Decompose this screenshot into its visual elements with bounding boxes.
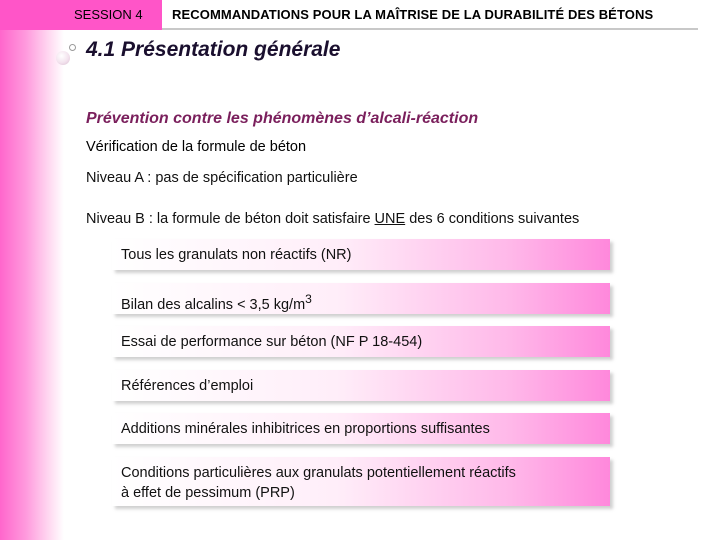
condition-text: Essai de performance sur béton (NF P 18-… [121,334,423,350]
small-ring-icon [69,44,76,51]
condition-box-3: Essai de performance sur béton (NF P 18-… [112,326,610,357]
condition-text: Bilan des alcalins < 3,5 kg/m [121,296,306,313]
condition-text-line-2: à effet de pessimum (PRP) [121,485,295,501]
condition-box-2: Bilan des alcalins < 3,5 kg/m3 [112,283,610,314]
title-bullet-icon [56,51,70,65]
sub-heading: Vérification de la formule de béton [86,139,307,155]
condition-box-4: Références d’emploi [112,370,610,401]
header-divider [162,28,698,30]
level-b-emphasis: UNE [374,211,406,227]
level-b-suffix: des 6 conditions suivantes [405,211,580,227]
level-b-prefix: Niveau B : la formule de béton doit sati… [86,211,375,227]
level-a-text: Niveau A : pas de spécification particul… [86,170,358,186]
condition-box-5: Additions minérales inhibitrices en prop… [112,413,610,444]
section-heading: Prévention contre les phénomènes d’alcal… [86,110,479,127]
condition-text: Additions minérales inhibitrices en prop… [121,421,490,437]
condition-superscript: 3 [305,292,312,306]
header-title: RECOMMANDATIONS POUR LA MAÎTRISE DE LA D… [172,7,654,22]
left-gradient-band [0,28,64,540]
level-b-text: Niveau B : la formule de béton doit sati… [86,211,579,227]
session-label: SESSION 4 [0,0,162,30]
condition-box-6: Conditions particulières aux granulats p… [112,457,610,506]
condition-text: Références d’emploi [121,378,254,394]
condition-text-line-1: Conditions particulières aux granulats p… [121,465,516,481]
condition-text: Tous les granulats non réactifs (NR) [121,247,352,263]
slide-title: 4.1 Présentation générale [86,38,341,61]
condition-box-1: Tous les granulats non réactifs (NR) [112,239,610,270]
